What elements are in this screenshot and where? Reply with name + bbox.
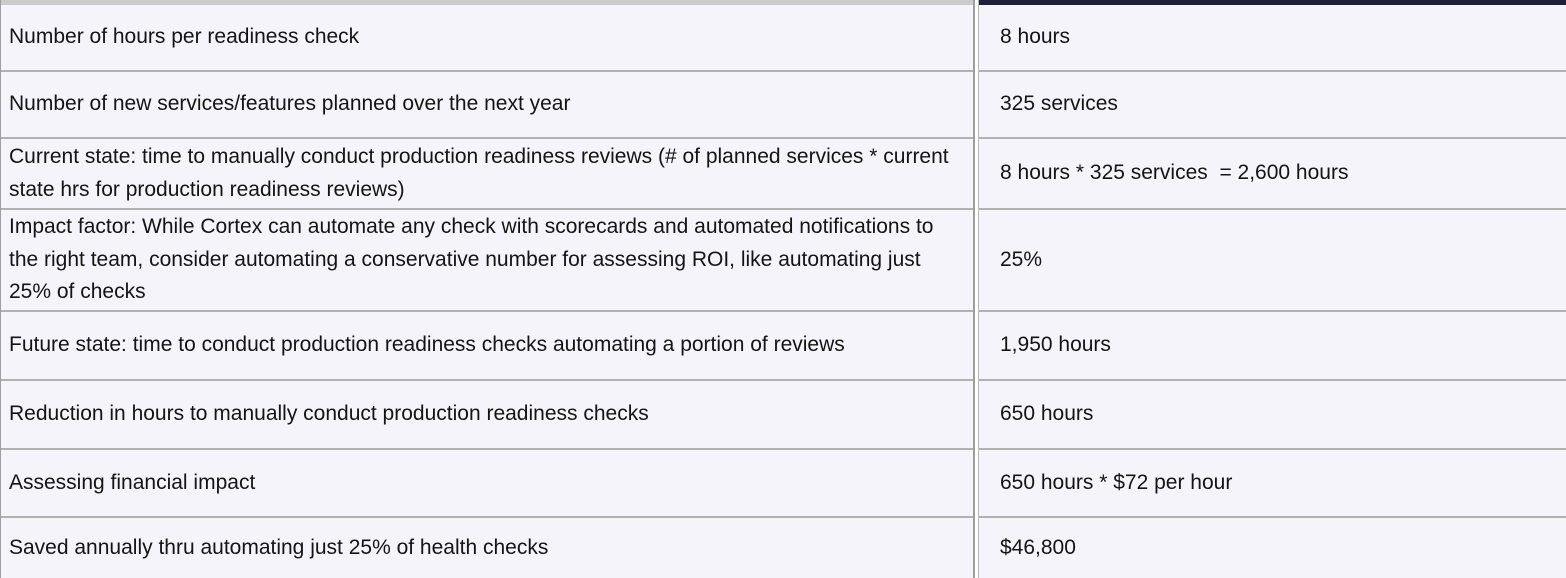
value-text: 325 services xyxy=(1000,92,1118,116)
value-text: 650 hours * $72 per hour xyxy=(1000,470,1233,494)
value-cell: 8 hours xyxy=(979,5,1566,70)
value-text: 650 hours xyxy=(1000,402,1094,426)
value-cell: 1,950 hours xyxy=(979,310,1566,379)
label-cell: Impact factor: While Cortex can automate… xyxy=(1,208,973,310)
values-column-header-bar xyxy=(979,0,1566,5)
label-text: Number of new services/features planned … xyxy=(9,92,571,116)
label-text: Reduction in hours to manually conduct p… xyxy=(9,402,649,426)
labels-column: Number of hours per readiness check Numb… xyxy=(0,0,975,578)
values-column: 8 hours 325 services 8 hours * 325 servi… xyxy=(978,0,1566,578)
label-text: Number of hours per readiness check xyxy=(9,25,360,49)
label-cell: Number of hours per readiness check xyxy=(1,5,973,70)
value-text: 25% xyxy=(1000,247,1043,271)
label-text: Future state: time to conduct production… xyxy=(9,333,845,357)
label-cell: Assessing financial impact xyxy=(1,448,973,516)
value-cell: 650 hours * $72 per hour xyxy=(979,448,1566,516)
label-cell: Saved annually thru automating just 25% … xyxy=(1,516,973,578)
value-text: $46,800 xyxy=(1000,535,1076,559)
value-cell: 650 hours xyxy=(979,379,1566,448)
label-cell: Future state: time to conduct production… xyxy=(1,310,973,379)
label-text: Saved annually thru automating just 25% … xyxy=(9,535,549,559)
value-text: 1,950 hours xyxy=(1000,333,1111,357)
label-text: Assessing financial impact xyxy=(9,470,256,494)
value-cell: $46,800 xyxy=(979,516,1566,578)
label-cell: Current state: time to manually conduct … xyxy=(1,137,973,208)
label-text: Impact factor: While Cortex can automate… xyxy=(9,215,940,304)
value-text: 8 hours * 325 services = 2,600 hours xyxy=(1000,161,1349,185)
label-cell: Number of new services/features planned … xyxy=(1,70,973,137)
value-cell: 325 services xyxy=(979,70,1566,137)
label-cell: Reduction in hours to manually conduct p… xyxy=(1,379,973,448)
label-text: Current state: time to manually conduct … xyxy=(9,144,955,201)
value-cell: 25% xyxy=(979,208,1566,310)
labels-column-header-bar xyxy=(1,0,973,5)
value-text: 8 hours xyxy=(1000,25,1071,49)
value-cell: 8 hours * 325 services = 2,600 hours xyxy=(979,137,1566,208)
